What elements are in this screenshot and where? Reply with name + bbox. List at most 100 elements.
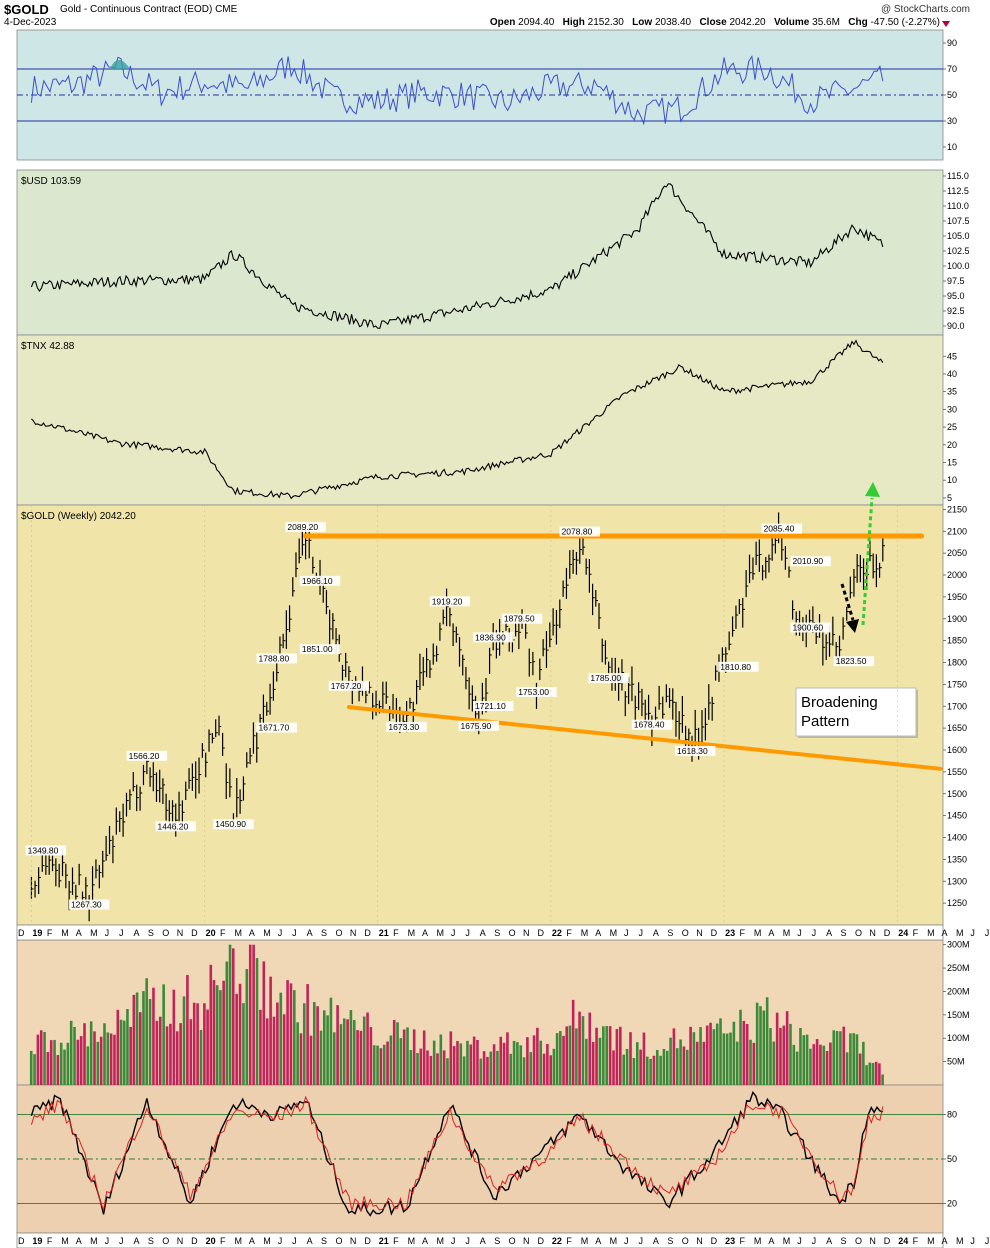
date-axis-label: M (61, 928, 69, 938)
volume-bar (219, 990, 222, 1085)
volume-bar (382, 1044, 386, 1085)
volume-bar (479, 1058, 483, 1085)
up-arrow-shaft (861, 497, 874, 626)
volume-bar (269, 976, 272, 1085)
volume-bar (43, 1032, 46, 1085)
volume-bar (729, 1032, 732, 1085)
date-axis-label: M (436, 1236, 444, 1246)
price-annotation: 1753.00 (518, 687, 549, 697)
volume-bar (649, 1058, 652, 1085)
tnx-tick-label: 10 (947, 475, 957, 485)
date-axis-label: O (509, 1236, 516, 1246)
date-axis-label: J (624, 1236, 629, 1246)
price-annotation: 2010.90 (792, 556, 823, 566)
date-axis-label: D (364, 928, 371, 938)
volume-bar (622, 1054, 626, 1085)
rsi-tick-label: 30 (947, 116, 957, 126)
volume-bar (83, 1023, 86, 1085)
volume-bar (372, 1045, 376, 1085)
volume-bar (785, 1011, 789, 1085)
volume-bar (289, 983, 293, 1085)
gold-panel-title: $GOLD (Weekly) 2042.20 (21, 511, 136, 522)
gold-tick-label: 1850 (947, 636, 967, 646)
date-axis-label: A (422, 1236, 428, 1246)
date-axis-label: J (797, 1236, 802, 1246)
volume-bar (789, 1023, 792, 1085)
date-axis-label: M (610, 1236, 618, 1246)
volume-bar (175, 1031, 179, 1085)
volume-bar (862, 1041, 865, 1085)
volume-bar (93, 1031, 96, 1085)
date-axis-label: J (465, 928, 470, 938)
chart-header: $GOLD Gold - Continuous Contract (EOD) C… (0, 0, 990, 30)
gold-tick-label: 1700 (947, 701, 967, 711)
volume-bar (396, 1022, 399, 1085)
volume-label: Volume (773, 17, 810, 28)
date-axis-label: M (408, 1236, 416, 1246)
volume-bar (126, 1009, 129, 1085)
usd-tick-label: 107.5 (947, 216, 970, 226)
volume-bar (33, 1054, 36, 1085)
volume-bar (419, 1048, 423, 1085)
chart-panels: 90 70 50 30 10 115.0 112.5 110.0 107.5 105.0 102.5… (16, 29, 989, 1248)
volume-bar (749, 1039, 752, 1085)
volume-bar (349, 1009, 353, 1085)
volume-bar (591, 1041, 595, 1085)
date-axis-label: N (523, 928, 530, 938)
tnx-tick-label: 15 (947, 458, 957, 468)
date-axis-label: O (162, 928, 169, 938)
date-axis-label: D (537, 928, 544, 938)
date-axis-strip-bottom (16, 1232, 944, 1248)
gold-tick-label: 1400 (947, 833, 967, 843)
volume-tick-label: 300M (947, 940, 970, 950)
volume-bar (359, 1030, 363, 1085)
volume-value: 35.6M (812, 17, 840, 28)
date-axis-label: N (350, 928, 357, 938)
volume-bar (242, 1003, 245, 1085)
volume-bar (685, 1049, 689, 1085)
usd-tick-label: 105.0 (947, 231, 970, 241)
volume-bar (612, 1050, 615, 1085)
date-axis-label: O (682, 1236, 689, 1246)
date-axis-label: A (942, 928, 948, 938)
date-axis-label: J (119, 1236, 124, 1246)
volume-bar (212, 980, 216, 1085)
price-annotation-box (790, 556, 831, 567)
volume-bar (552, 1048, 556, 1085)
price-annotation: 1678.40 (634, 720, 665, 730)
volume-bar (669, 1037, 672, 1085)
date-axis-label: O (682, 928, 689, 938)
volume-bar (148, 999, 152, 1085)
volume-bar (392, 1020, 396, 1085)
date-axis-label: J (105, 928, 110, 938)
rsi-tick-label: 70 (947, 64, 957, 74)
date-axis-label: J (105, 1236, 110, 1246)
volume-bar (255, 958, 259, 1085)
date-axis-label: M (754, 1236, 762, 1246)
volume-bar (215, 985, 219, 1085)
date-axis-label: F (740, 1236, 746, 1246)
volume-bar (752, 1042, 756, 1085)
gold-tick-label: 1250 (947, 898, 967, 908)
volume-bar (516, 1042, 519, 1085)
volume-bar (742, 1020, 746, 1085)
high-label: High (562, 17, 585, 28)
volume-bar (429, 1055, 433, 1085)
volume-tick-label: 100M (947, 1033, 970, 1043)
volume-bar (755, 1002, 759, 1085)
date-axis-label: A (422, 928, 428, 938)
date-axis-label: A (133, 1236, 139, 1246)
volume-bar (868, 1062, 872, 1085)
date-axis-label: N (523, 1236, 530, 1246)
volume-bar (659, 1055, 662, 1085)
date-axis-label: M (783, 928, 791, 938)
price-annotation: 1785.00 (590, 673, 621, 683)
price-annotation: 1879.50 (504, 614, 535, 624)
volume-bar (206, 1009, 209, 1085)
volume-bar (522, 1057, 526, 1085)
volume-bar (138, 1012, 142, 1085)
volume-bar (835, 1031, 839, 1085)
gold-tick-label: 1900 (947, 614, 967, 624)
low-label: Low (632, 17, 653, 28)
